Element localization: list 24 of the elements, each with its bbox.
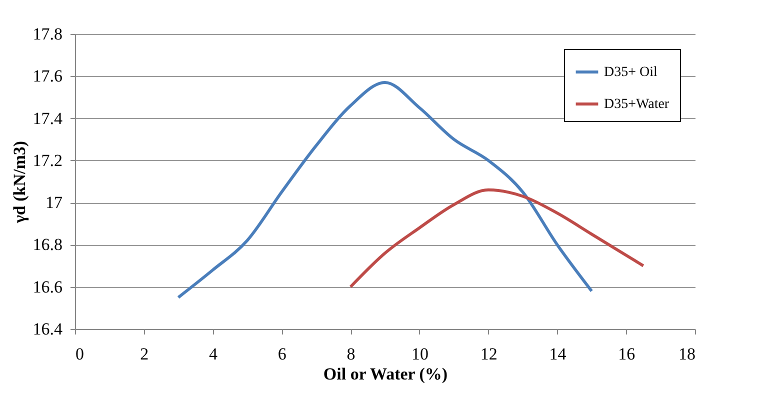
x-axis-title: Oil or Water (%) <box>323 364 448 384</box>
legend-label: D35+Water <box>604 97 670 112</box>
x-tick-label: 12 <box>480 344 498 364</box>
y-tick-label: 16.4 <box>32 320 63 338</box>
x-tick-label: 14 <box>549 344 567 364</box>
x-tick-label: 2 <box>140 344 149 364</box>
x-tick-label: 8 <box>346 344 356 364</box>
y-tick-label: 17.2 <box>32 150 62 170</box>
x-tick-label: 10 <box>411 344 428 364</box>
y-tick-label: 17.6 <box>32 66 62 86</box>
x-tick-label: 6 <box>278 344 286 364</box>
legend-label: D35+ Oil <box>604 65 658 80</box>
x-tick-label: 0 <box>76 344 84 364</box>
line-series <box>176 80 594 299</box>
x-tick-label: 4 <box>209 344 218 364</box>
line-series <box>349 188 645 288</box>
y-tick-label: 16.6 <box>32 277 62 296</box>
x-tick-label: 18 <box>678 344 696 364</box>
y-tick-label: 17 <box>46 193 63 212</box>
y-tick-label: 17.4 <box>32 108 63 128</box>
y-tick-label: 16.8 <box>32 235 62 254</box>
y-tick-label: 17.8 <box>32 24 62 44</box>
y-axis-title: γd (kN/m3) <box>10 140 29 224</box>
x-tick-label: 16 <box>618 344 636 364</box>
